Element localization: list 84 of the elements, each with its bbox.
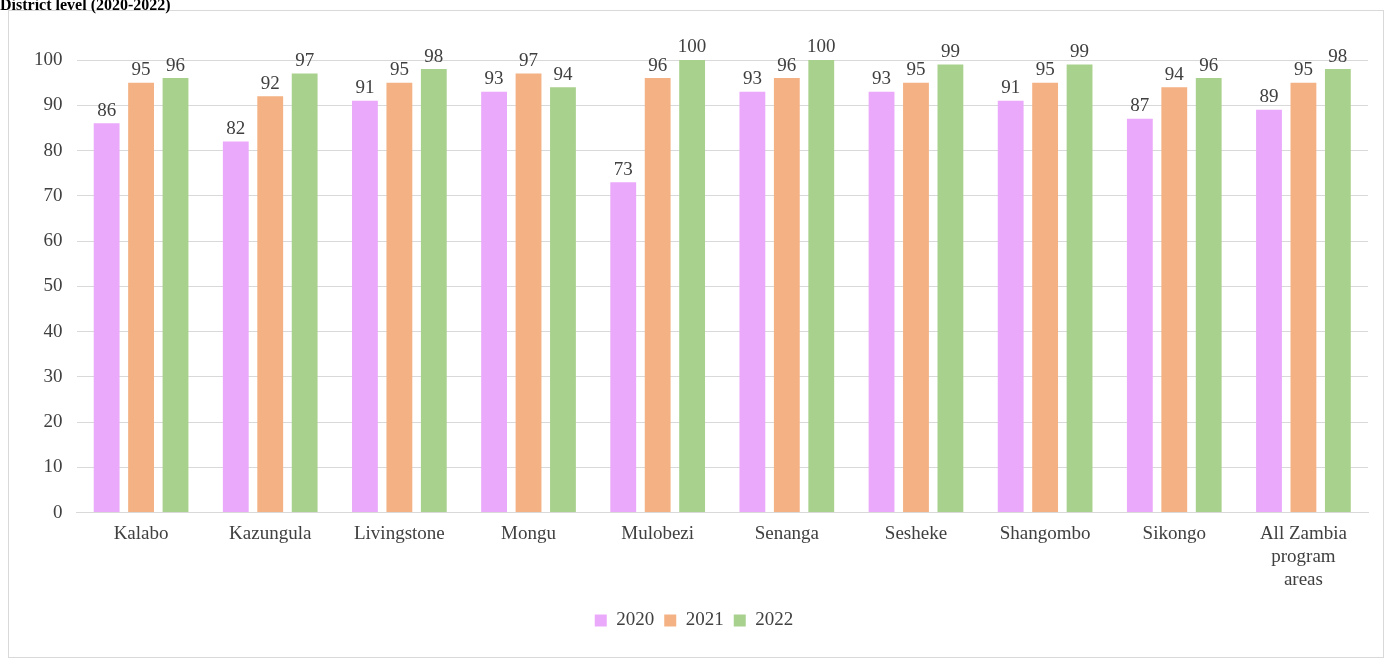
data-label: 98 bbox=[424, 44, 444, 66]
x-tick-label: Kalabo bbox=[113, 521, 169, 543]
bar bbox=[1290, 82, 1317, 513]
bar bbox=[257, 96, 284, 513]
bar bbox=[903, 82, 929, 513]
y-tick-label: 40 bbox=[43, 319, 63, 341]
data-label: 91 bbox=[355, 76, 375, 98]
bar bbox=[128, 82, 154, 513]
x-tick-label: Mulobezi bbox=[621, 521, 695, 543]
legend-label: 2022 bbox=[755, 608, 794, 630]
data-label: 96 bbox=[648, 53, 668, 75]
y-tick-label: 0 bbox=[53, 500, 63, 522]
data-label: 98 bbox=[1328, 44, 1348, 66]
data-label: 95 bbox=[906, 58, 926, 80]
legend-label: 2021 bbox=[685, 608, 724, 630]
x-tick-label: All Zambia program areas bbox=[1259, 521, 1348, 589]
y-tick-label: 90 bbox=[43, 93, 63, 115]
data-label: 94 bbox=[553, 62, 573, 84]
x-tick-label: Kazungula bbox=[229, 521, 312, 543]
y-tick-label: 20 bbox=[43, 410, 63, 432]
x-tick-label: Senanga bbox=[754, 521, 820, 543]
data-label: 86 bbox=[97, 98, 117, 120]
data-label: 94 bbox=[1164, 62, 1185, 84]
y-tick-label: 30 bbox=[43, 364, 63, 386]
bar bbox=[1195, 78, 1222, 513]
data-label: 89 bbox=[1259, 85, 1279, 107]
bar bbox=[222, 141, 249, 513]
x-tick-label: Livingstone bbox=[353, 521, 445, 543]
x-tick-label: Mongu bbox=[501, 521, 557, 543]
data-label: 97 bbox=[519, 49, 539, 71]
bar bbox=[550, 87, 576, 513]
bar bbox=[997, 100, 1024, 513]
y-tick-label: 80 bbox=[43, 138, 63, 160]
data-label: 96 bbox=[777, 53, 797, 75]
data-label: 93 bbox=[872, 67, 892, 89]
bar bbox=[1066, 64, 1093, 513]
y-tick-label: 50 bbox=[43, 274, 63, 296]
bar bbox=[386, 82, 413, 513]
data-label: 100 bbox=[807, 35, 836, 57]
bar bbox=[93, 123, 120, 513]
data-label: 93 bbox=[484, 67, 504, 89]
bar bbox=[868, 91, 895, 513]
data-label: 91 bbox=[1001, 76, 1021, 98]
data-label: 73 bbox=[613, 157, 633, 179]
data-label: 87 bbox=[1130, 94, 1150, 116]
bar bbox=[773, 78, 800, 513]
legend-label: 2020 bbox=[616, 608, 655, 630]
data-label: 96 bbox=[1199, 53, 1219, 75]
x-tick-label: Sesheke bbox=[884, 521, 948, 543]
bar bbox=[420, 69, 447, 513]
y-tick-label: 60 bbox=[43, 229, 63, 251]
bar bbox=[291, 73, 318, 513]
bar bbox=[679, 60, 706, 513]
bar bbox=[1032, 82, 1059, 513]
data-label: 95 bbox=[389, 58, 409, 80]
data-label: 92 bbox=[260, 71, 280, 93]
data-label: 99 bbox=[940, 40, 960, 62]
data-label: 96 bbox=[166, 53, 186, 75]
data-label: 99 bbox=[1070, 40, 1090, 62]
data-label: 93 bbox=[742, 67, 762, 89]
data-label: 95 bbox=[1293, 58, 1313, 80]
data-label: 82 bbox=[226, 116, 246, 138]
data-label: 95 bbox=[1035, 58, 1055, 80]
x-tick-label: Shangombo bbox=[999, 521, 1091, 543]
y-tick-label: 10 bbox=[43, 455, 63, 477]
bar bbox=[1256, 109, 1282, 513]
bar bbox=[515, 73, 542, 513]
bar bbox=[808, 60, 835, 513]
bar bbox=[162, 78, 189, 513]
data-label: 100 bbox=[677, 35, 707, 57]
bar bbox=[1126, 118, 1153, 513]
bar bbox=[610, 182, 637, 513]
data-label: 95 bbox=[131, 58, 151, 80]
x-tick-label: Sikongo bbox=[1142, 521, 1206, 543]
bar bbox=[644, 78, 671, 513]
bar bbox=[739, 91, 766, 513]
bar bbox=[352, 100, 378, 513]
y-tick-label: 70 bbox=[43, 183, 63, 205]
bar bbox=[1324, 69, 1351, 513]
data-label: 97 bbox=[295, 49, 315, 71]
bar bbox=[937, 64, 964, 513]
bar bbox=[1161, 87, 1188, 513]
y-tick-label: 100 bbox=[34, 47, 63, 69]
bar bbox=[481, 91, 507, 513]
